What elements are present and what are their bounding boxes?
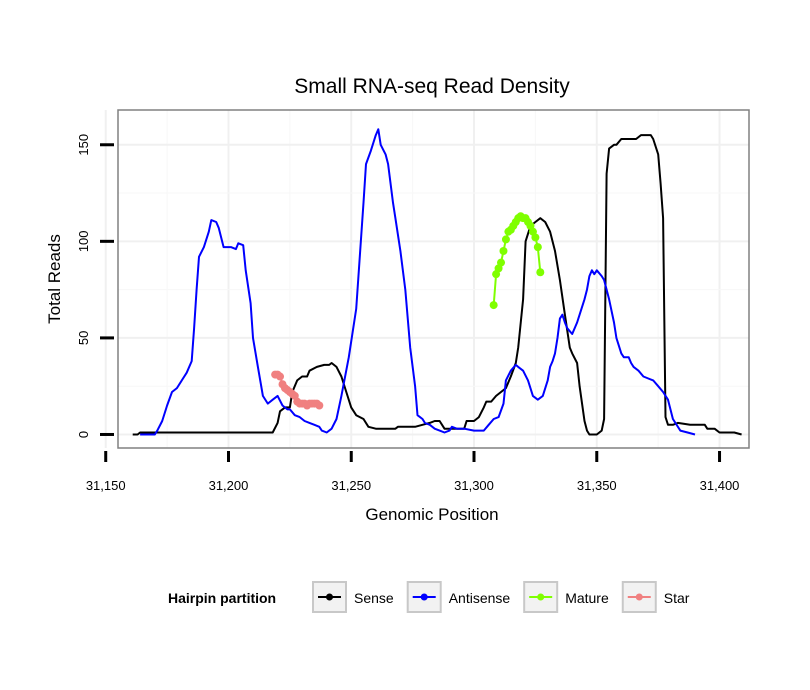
x-axis: 31,150 31,200 31,250 31,300 31,350 31,400 <box>86 451 740 493</box>
legend-item-mature: Mature <box>523 581 609 613</box>
series-layer <box>132 128 742 436</box>
legend-item-sense: Sense <box>312 581 394 613</box>
star-data-point <box>315 401 324 410</box>
y-tick-label: 0 <box>76 431 91 438</box>
grid-layer <box>104 110 749 448</box>
x-axis-label: Genomic Position <box>365 505 498 524</box>
mature-data-point <box>501 235 510 244</box>
legend-item-star: Star <box>621 581 690 613</box>
x-tick-label: 31,200 <box>209 478 249 493</box>
legend-key-point <box>537 593 545 601</box>
legend-label: Antisense <box>449 590 511 606</box>
legend-key-point <box>635 593 643 601</box>
x-tick-label: 31,350 <box>577 478 617 493</box>
legend-label: Mature <box>565 590 609 606</box>
mature-data-point <box>497 258 506 267</box>
y-tick-label: 100 <box>76 230 91 252</box>
y-tick-label: 50 <box>76 331 91 345</box>
mature-data-point <box>536 268 545 277</box>
chart-title: Small RNA-seq Read Density <box>294 75 570 98</box>
plot-panel <box>118 110 749 448</box>
legend-label: Star <box>664 590 690 606</box>
mature-data-point <box>531 233 540 242</box>
legend-label: Sense <box>354 590 394 606</box>
antisense-series-line <box>140 128 696 436</box>
legend-key-point <box>420 593 428 601</box>
plot-border <box>117 109 750 449</box>
y-axis-label: Total Reads <box>45 234 64 324</box>
mature-data-point <box>499 246 508 255</box>
legend-title: Hairpin partition <box>168 590 276 606</box>
y-tick-label: 150 <box>76 134 91 156</box>
x-tick-label: 31,300 <box>454 478 494 493</box>
legend-key-point <box>326 593 333 601</box>
x-tick-label: 31,400 <box>700 478 740 493</box>
star-data-point <box>276 372 285 381</box>
x-tick-label: 31,250 <box>331 478 371 493</box>
mature-data-point <box>489 301 498 310</box>
sense-series-line <box>132 134 742 436</box>
x-tick-label: 31,150 <box>86 478 126 493</box>
legend: Hairpin partition Sense Antisense Mature St… <box>168 581 690 613</box>
legend-item-antisense: Antisense <box>406 581 511 613</box>
y-axis: 0 50 100 150 <box>76 134 114 438</box>
mature-data-point <box>533 243 542 252</box>
